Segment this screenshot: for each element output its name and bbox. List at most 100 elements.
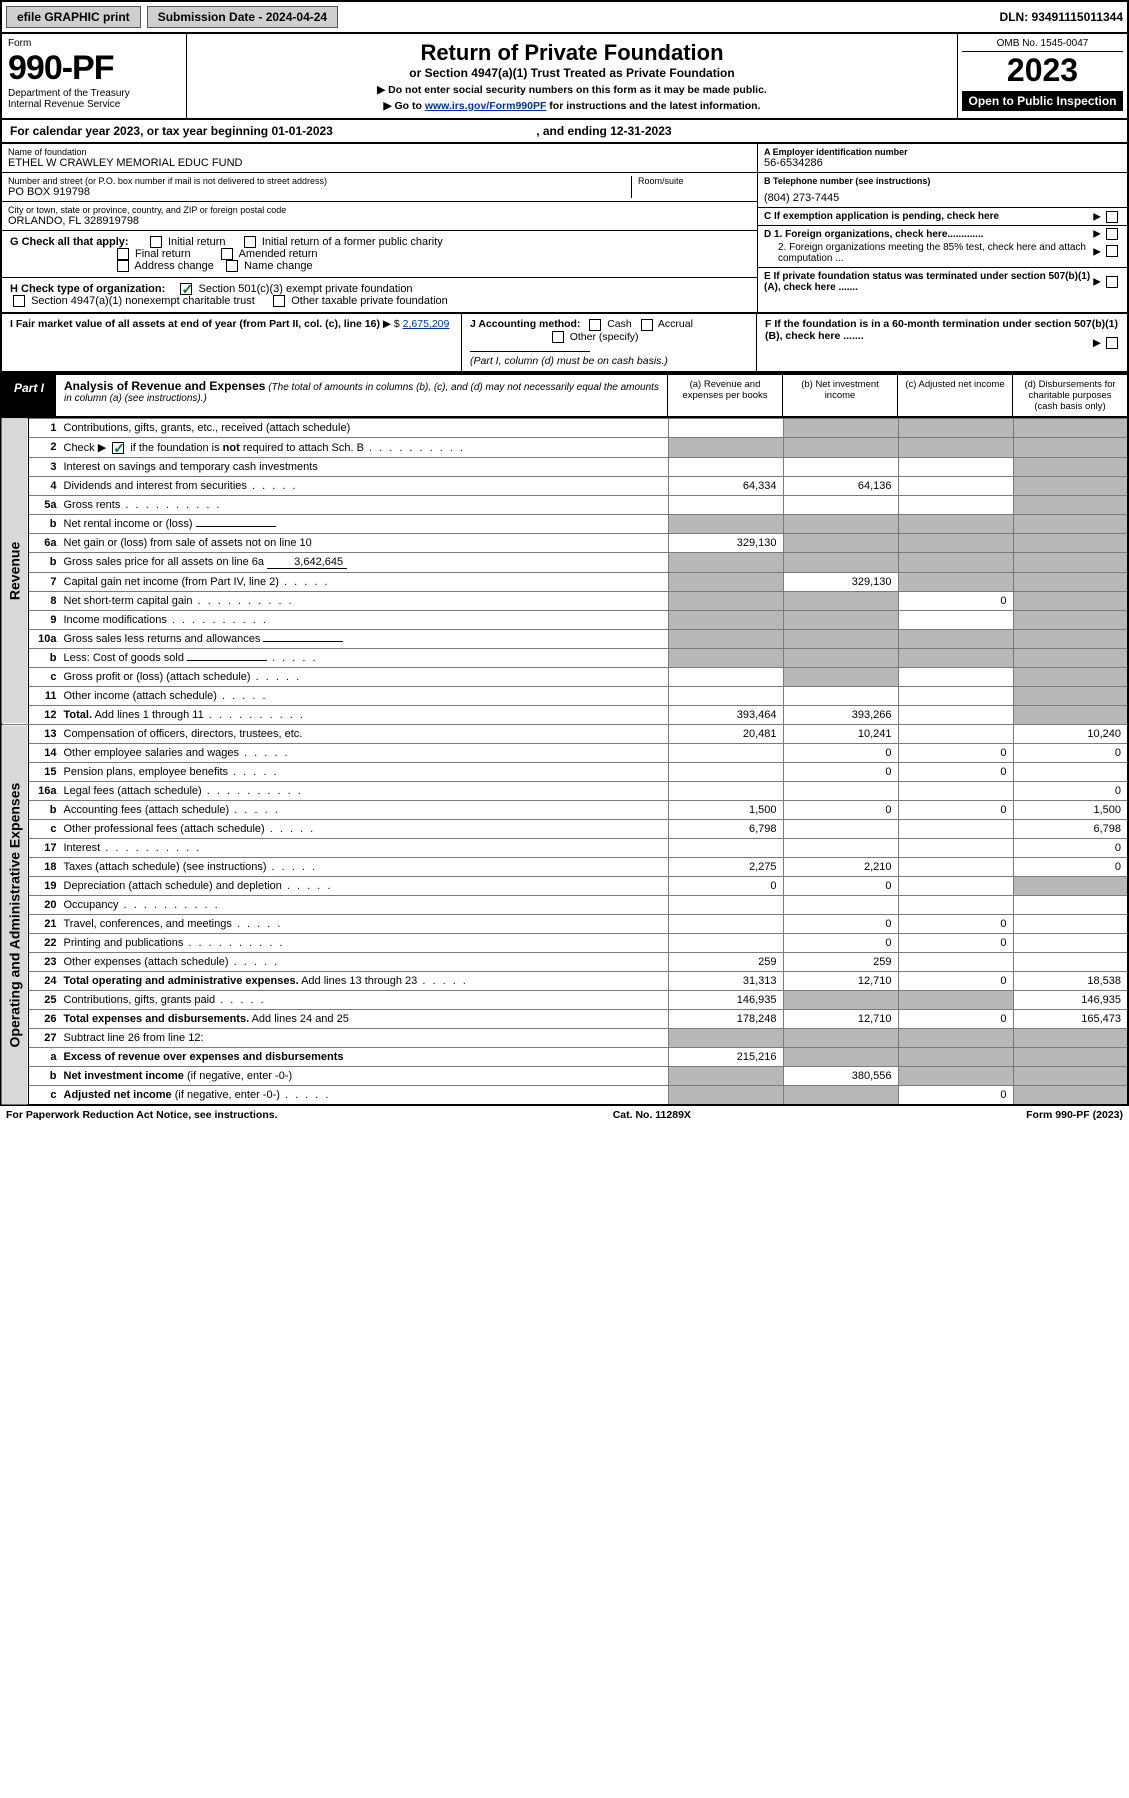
- line-col-a: [668, 782, 783, 801]
- line-desc: Net rental income or (loss): [59, 515, 669, 534]
- line-col-b: [783, 991, 898, 1010]
- line-desc: Excess of revenue over expenses and disb…: [59, 1048, 669, 1067]
- line-col-c: [898, 1029, 1013, 1048]
- line-number: 4: [29, 477, 59, 496]
- irs-link[interactable]: www.irs.gov/Form990PF: [425, 100, 547, 112]
- line-desc: Accounting fees (attach schedule): [59, 801, 669, 820]
- exemption-pending-checkbox[interactable]: [1106, 211, 1118, 223]
- line-col-c: [898, 687, 1013, 706]
- line-col-c: [898, 534, 1013, 553]
- line-col-c: 0: [898, 915, 1013, 934]
- line-col-c: [898, 725, 1013, 744]
- name-change-checkbox[interactable]: [226, 260, 238, 272]
- line-desc: Gross rents: [59, 496, 669, 515]
- line-col-d: [1013, 896, 1128, 915]
- line-desc: Gross sales price for all assets on line…: [59, 553, 669, 573]
- e-cell: E If private foundation status was termi…: [758, 268, 1127, 296]
- other-method-input[interactable]: [470, 351, 590, 352]
- foundation-name-cell: Name of foundation ETHEL W CRAWLEY MEMOR…: [2, 144, 757, 173]
- line-col-b: 329,130: [783, 573, 898, 592]
- line-col-d: 6,798: [1013, 820, 1128, 839]
- line-number: 25: [29, 991, 59, 1010]
- line-col-a: [668, 573, 783, 592]
- line-col-a: [668, 668, 783, 687]
- foundation-address: PO BOX 919798: [8, 186, 631, 198]
- header-left: Form 990-PF Department of the Treasury I…: [2, 34, 187, 118]
- city-cell: City or town, state or province, country…: [2, 202, 757, 231]
- dln-label: DLN: 93491115011344: [1000, 10, 1123, 24]
- line-desc: Other employee salaries and wages: [59, 744, 669, 763]
- cal-end: 12-31-2023: [610, 124, 671, 138]
- address-change-checkbox[interactable]: [117, 260, 129, 272]
- line-col-c: 0: [898, 1086, 1013, 1106]
- line-number: b: [29, 649, 59, 668]
- room-label: Room/suite: [638, 176, 751, 186]
- amended-return-checkbox[interactable]: [221, 248, 233, 260]
- form-note-2: ▶ Go to www.irs.gov/Form990PF for instru…: [197, 100, 947, 112]
- foreign-85-checkbox[interactable]: [1106, 245, 1118, 257]
- line-desc: Contributions, gifts, grants paid: [59, 991, 669, 1010]
- line-desc: Contributions, gifts, grants, etc., rece…: [59, 418, 669, 437]
- line-col-b: [783, 896, 898, 915]
- line-row: cOther professional fees (attach schedul…: [1, 820, 1128, 839]
- line-col-a: [668, 496, 783, 515]
- top-bar: efile GRAPHIC print Submission Date - 20…: [0, 0, 1129, 34]
- d-cell: D 1. Foreign organizations, check here..…: [758, 226, 1127, 268]
- accrual-checkbox[interactable]: [641, 319, 653, 331]
- section-501c3-checkbox[interactable]: [180, 283, 192, 295]
- line-col-b: [783, 553, 898, 573]
- lines-table: Revenue1Contributions, gifts, grants, et…: [0, 418, 1129, 1106]
- line-col-a: 64,334: [668, 477, 783, 496]
- line-col-b: [783, 437, 898, 457]
- cash-checkbox[interactable]: [589, 319, 601, 331]
- line-col-b: [783, 782, 898, 801]
- line-col-d: [1013, 668, 1128, 687]
- other-taxable-checkbox[interactable]: [273, 295, 285, 307]
- line-col-d: [1013, 953, 1128, 972]
- tel-value: (804) 273-7445: [764, 192, 1121, 204]
- info-left: Name of foundation ETHEL W CRAWLEY MEMOR…: [2, 144, 757, 312]
- line-col-a: [668, 592, 783, 611]
- foreign-org-checkbox[interactable]: [1106, 228, 1118, 240]
- line-col-b: [783, 1086, 898, 1106]
- expenses-side-label: Operating and Administrative Expenses: [1, 725, 29, 1106]
- section-4947-checkbox[interactable]: [13, 295, 25, 307]
- line-number: 5a: [29, 496, 59, 515]
- ijf-row: I Fair market value of all assets at end…: [0, 314, 1129, 372]
- line-col-d: [1013, 706, 1128, 725]
- header-right: OMB No. 1545-0047 2023 Open to Public In…: [957, 34, 1127, 118]
- line-number: 14: [29, 744, 59, 763]
- final-return-checkbox[interactable]: [117, 248, 129, 260]
- line-col-c: [898, 611, 1013, 630]
- line-row: Revenue1Contributions, gifts, grants, et…: [1, 418, 1128, 437]
- 60-month-termination-checkbox[interactable]: [1106, 337, 1118, 349]
- line-col-b: [783, 515, 898, 534]
- line-row: bNet rental income or (loss): [1, 515, 1128, 534]
- line-desc: Gross profit or (loss) (attach schedule): [59, 668, 669, 687]
- other-method-checkbox[interactable]: [552, 331, 564, 343]
- line-desc: Dividends and interest from securities: [59, 477, 669, 496]
- line-col-d: [1013, 534, 1128, 553]
- line-col-c: 0: [898, 1010, 1013, 1029]
- line-col-b: 0: [783, 763, 898, 782]
- line-col-b: [783, 630, 898, 649]
- line-row: bGross sales price for all assets on lin…: [1, 553, 1128, 573]
- line-col-b: 0: [783, 934, 898, 953]
- line-col-c: [898, 820, 1013, 839]
- initial-return-checkbox[interactable]: [150, 236, 162, 248]
- line-number: c: [29, 668, 59, 687]
- line-row: bAccounting fees (attach schedule)1,5000…: [1, 801, 1128, 820]
- f-cell: F If the foundation is in a 60-month ter…: [757, 314, 1127, 370]
- col-a-head: (a) Revenue and expenses per books: [667, 375, 782, 416]
- line-col-a: [668, 1029, 783, 1048]
- status-terminated-checkbox[interactable]: [1106, 276, 1118, 288]
- efile-print-button[interactable]: efile GRAPHIC print: [6, 6, 141, 28]
- form-header: Form 990-PF Department of the Treasury I…: [0, 34, 1129, 120]
- line-col-a: [668, 458, 783, 477]
- line-desc: Total. Add lines 1 through 11: [59, 706, 669, 725]
- line-row: bNet investment income (if negative, ent…: [1, 1067, 1128, 1086]
- line-col-a: [668, 515, 783, 534]
- fair-market-value-link[interactable]: 2,675,209: [403, 318, 450, 330]
- initial-return-former-checkbox[interactable]: [244, 236, 256, 248]
- line-col-a: 178,248: [668, 1010, 783, 1029]
